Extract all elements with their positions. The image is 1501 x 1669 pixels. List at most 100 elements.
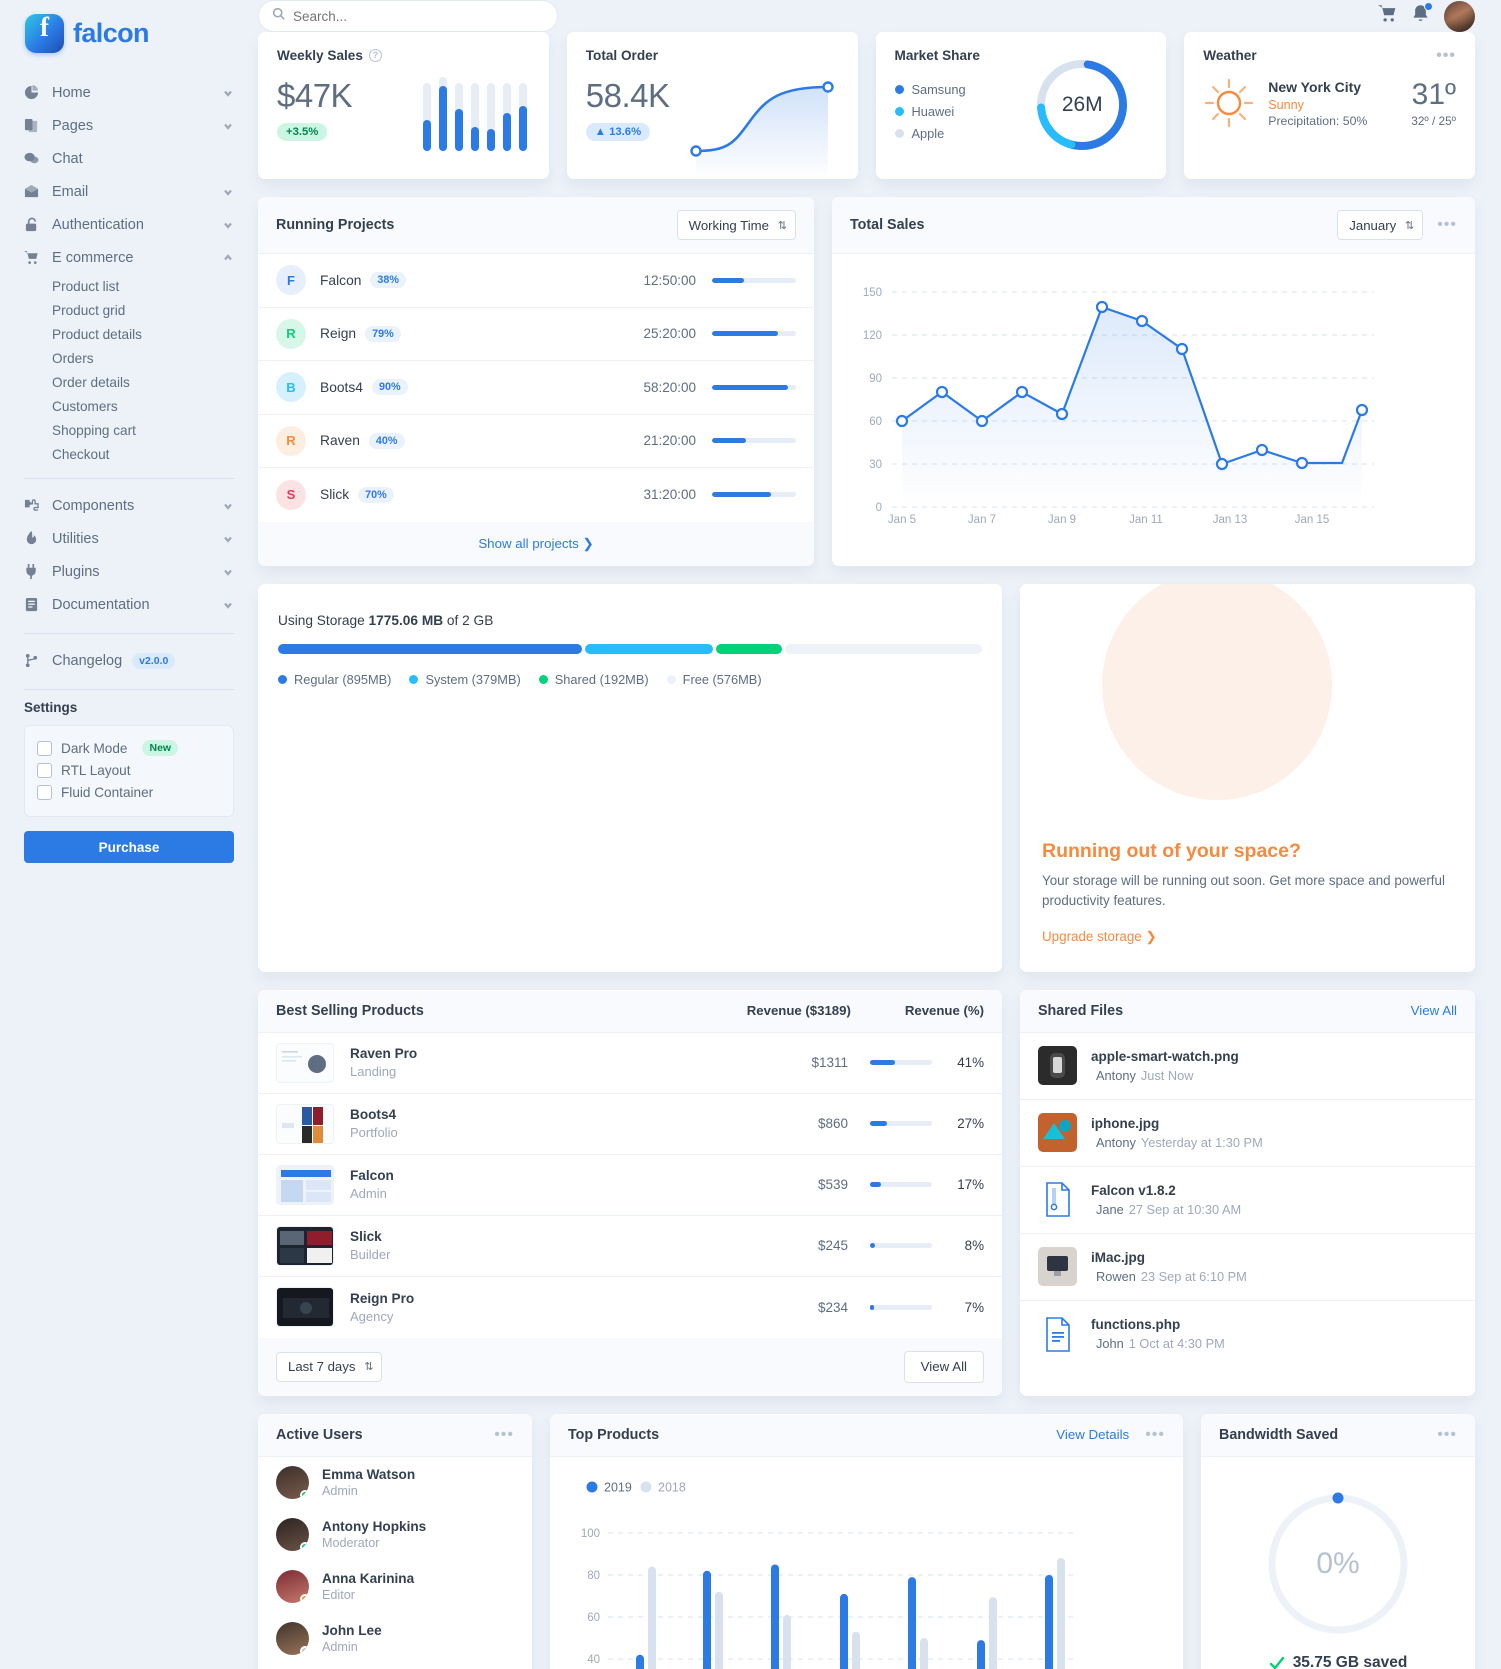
sidebar-subitem-orders[interactable]: Orders bbox=[52, 350, 94, 366]
purchase-button[interactable]: Purchase bbox=[24, 831, 234, 863]
brand[interactable]: falcon bbox=[24, 0, 234, 66]
product-row[interactable]: Raven Pro Landing $1311 41% bbox=[258, 1033, 1002, 1094]
sidebar-item-changelog[interactable]: Changelog v2.0.0 bbox=[24, 644, 234, 677]
chevron-down-icon[interactable] bbox=[222, 599, 234, 611]
project-row[interactable]: R Reign 79% 25:20:00 bbox=[258, 308, 814, 361]
search-input[interactable] bbox=[293, 8, 544, 24]
show-all-projects-link[interactable]: Show all projects ❯ bbox=[258, 521, 814, 566]
question-circle-icon[interactable]: ? bbox=[368, 49, 382, 62]
file-author: Antony bbox=[1096, 1067, 1136, 1083]
user-row[interactable]: Anna Karinina Editor bbox=[258, 1561, 532, 1613]
sidebar-item-chat[interactable]: Chat bbox=[24, 142, 234, 175]
month-select[interactable]: January bbox=[1337, 210, 1424, 240]
chevron-down-icon[interactable] bbox=[222, 566, 234, 578]
user-row[interactable]: Emma Watson Admin bbox=[258, 1457, 532, 1509]
sidebar-subitem-product-list[interactable]: Product list bbox=[52, 278, 120, 294]
sidebar-item-label: Authentication bbox=[52, 216, 144, 233]
bandwidth-title: Bandwidth Saved bbox=[1219, 1426, 1339, 1443]
project-name: Boots4 bbox=[320, 379, 363, 395]
setting-dark-mode[interactable]: Dark Mode New bbox=[37, 737, 221, 759]
product-row[interactable]: Falcon Admin $539 17% bbox=[258, 1155, 1002, 1216]
bandwidth-saved-card: Bandwidth Saved ••• 0% 35.75 GB sav bbox=[1201, 1413, 1475, 1669]
user-row[interactable]: Rowen AtkinsonEditor bbox=[258, 1665, 532, 1669]
avatar[interactable] bbox=[1444, 0, 1475, 32]
sidebar-subitem-product-details[interactable]: Product details bbox=[52, 326, 142, 342]
sidebar-item-documentation[interactable]: Documentation bbox=[24, 588, 234, 621]
notification-badge bbox=[1424, 2, 1433, 11]
total-order-value: 58.4K bbox=[585, 77, 670, 114]
sidebar-subitem-shopping-cart[interactable]: Shopping cart bbox=[52, 422, 136, 438]
working-time-select[interactable]: Working Time bbox=[676, 210, 796, 240]
chevron-down-icon[interactable] bbox=[222, 87, 234, 99]
checkbox-dark-mode[interactable] bbox=[37, 740, 52, 756]
checkbox-rtl-layout[interactable] bbox=[37, 762, 52, 778]
sidebar-item-plugins[interactable]: Plugins bbox=[24, 555, 234, 588]
chevron-down-icon[interactable] bbox=[222, 500, 234, 512]
product-percent: 17% bbox=[957, 1177, 984, 1193]
sidebar-item-components[interactable]: Components bbox=[24, 489, 234, 522]
product-revenue: $1311 bbox=[811, 1055, 848, 1071]
sidebar-subitem-product-grid[interactable]: Product grid bbox=[52, 302, 126, 318]
view-all-files-link[interactable]: View All bbox=[1410, 1003, 1457, 1019]
upgrade-storage-link[interactable]: Upgrade storage ❯ bbox=[1042, 928, 1157, 944]
product-row[interactable]: Boots4 Portfolio $860 27% bbox=[258, 1094, 1002, 1155]
setting-rtl-layout[interactable]: RTL Layout bbox=[37, 759, 221, 781]
ellipsis-icon[interactable]: ••• bbox=[1145, 1425, 1165, 1443]
file-row[interactable]: apple-smart-watch.png Antony Just Now bbox=[1020, 1033, 1475, 1100]
view-all-products-button[interactable]: View All bbox=[903, 1350, 984, 1383]
view-details-link[interactable]: View Details bbox=[1056, 1427, 1130, 1443]
search-box[interactable] bbox=[258, 0, 558, 32]
avatar bbox=[276, 1518, 309, 1552]
legend-item-free: Free (576MB) bbox=[666, 672, 762, 687]
chevron-down-icon[interactable] bbox=[222, 120, 234, 132]
file-row[interactable]: functions.php John 1 Oct at 4:30 PM bbox=[1020, 1301, 1475, 1368]
user-info: Emma Watson Admin bbox=[322, 1467, 415, 1498]
svg-text:90: 90 bbox=[869, 373, 882, 385]
ellipsis-icon[interactable]: ••• bbox=[1436, 46, 1456, 64]
storage-segment-shared bbox=[716, 643, 782, 654]
product-info: Slick Builder bbox=[350, 1229, 390, 1262]
sidebar-subitem-checkout[interactable]: Checkout bbox=[52, 446, 110, 462]
sidebar-subitem-customers[interactable]: Customers bbox=[52, 398, 118, 414]
project-row[interactable]: B Boots4 90% 58:20:00 bbox=[258, 361, 814, 415]
file-row[interactable]: iphone.jpg Antony Yesterday at 1:30 PM bbox=[1020, 1100, 1475, 1167]
product-row[interactable]: Slick Builder $245 8% bbox=[258, 1216, 1002, 1277]
product-info: Reign Pro Agency bbox=[350, 1291, 414, 1324]
cart-icon[interactable] bbox=[1378, 4, 1397, 28]
svg-text:2018: 2018 bbox=[658, 1480, 686, 1494]
sidebar-item-pages[interactable]: Pages bbox=[24, 109, 234, 142]
project-row[interactable]: F Falcon 38% 12:50:00 bbox=[258, 254, 814, 308]
project-row[interactable]: S Slick 70% 31:20:00 bbox=[258, 468, 814, 522]
chevron-down-icon[interactable] bbox=[222, 186, 234, 198]
brand-name: falcon bbox=[73, 17, 150, 48]
sidebar-subitem-order-details[interactable]: Order details bbox=[52, 374, 130, 390]
project-name: Raven bbox=[320, 433, 360, 449]
chevron-up-icon[interactable] bbox=[222, 252, 234, 264]
file-row[interactable]: Falcon v1.8.2 Jane 27 Sep at 10:30 AM bbox=[1020, 1167, 1475, 1234]
ellipsis-icon[interactable]: ••• bbox=[494, 1425, 514, 1443]
ellipsis-icon[interactable]: ••• bbox=[1437, 216, 1457, 233]
sidebar-item-utilities[interactable]: Utilities bbox=[24, 522, 234, 555]
search-icon bbox=[272, 7, 285, 25]
svg-text:Jan 13: Jan 13 bbox=[1213, 514, 1248, 525]
chevron-down-icon[interactable] bbox=[222, 533, 234, 545]
sidebar-item-ecommerce[interactable]: E commerce bbox=[24, 241, 234, 274]
file-row[interactable]: iMac.jpg Rowen 23 Sep at 6:10 PM bbox=[1020, 1234, 1475, 1301]
main-content: Weekly Sales ? $47K +3.5% Total Orde bbox=[258, 0, 1501, 1669]
date-range-select[interactable]: Last 7 days bbox=[276, 1351, 383, 1382]
product-row[interactable]: Reign Pro Agency $234 7% bbox=[258, 1277, 1002, 1338]
sidebar-item-email[interactable]: Email bbox=[24, 175, 234, 208]
user-row[interactable]: Antony Hopkins Moderator bbox=[258, 1509, 532, 1561]
bell-icon[interactable] bbox=[1411, 2, 1433, 28]
checkbox-fluid-container[interactable] bbox=[37, 784, 52, 800]
sidebar-item-label: Email bbox=[52, 183, 89, 200]
setting-fluid-container[interactable]: Fluid Container bbox=[37, 781, 221, 803]
chevron-down-icon[interactable] bbox=[222, 219, 234, 231]
sidebar-item-home[interactable]: Home bbox=[24, 76, 234, 109]
project-row[interactable]: R Raven 40% 21:20:00 bbox=[258, 415, 814, 468]
legend-label: Samsung bbox=[911, 81, 966, 97]
sidebar-item-authentication[interactable]: Authentication bbox=[24, 208, 234, 241]
ellipsis-icon[interactable]: ••• bbox=[1437, 1425, 1457, 1443]
user-row[interactable]: John Lee Admin bbox=[258, 1613, 532, 1665]
